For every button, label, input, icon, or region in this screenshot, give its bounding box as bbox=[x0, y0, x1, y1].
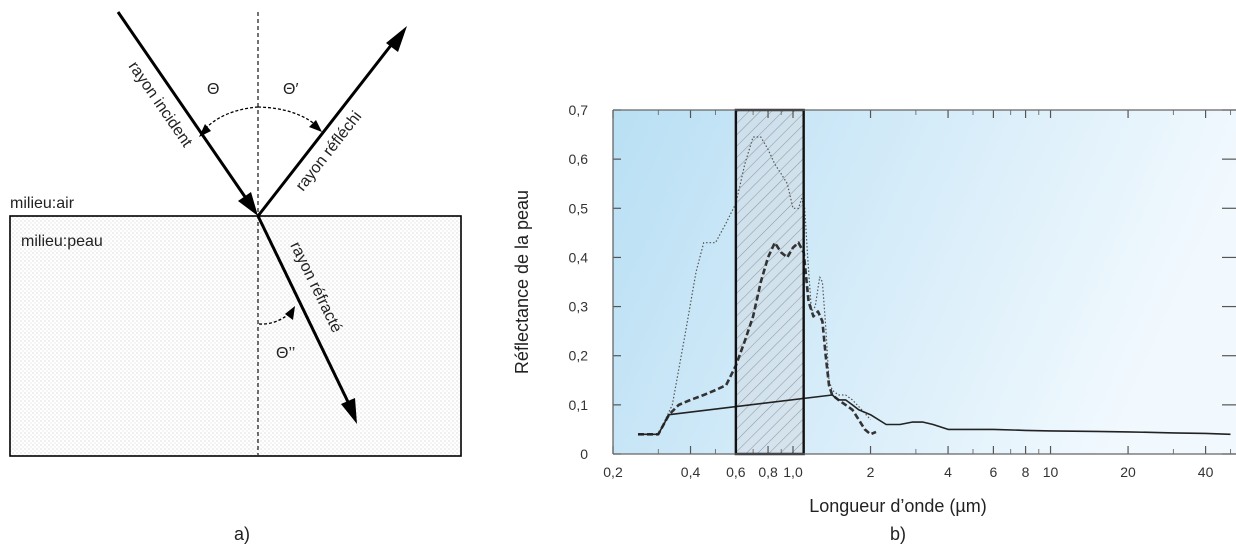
x-tick-label: 8 bbox=[1022, 464, 1030, 480]
y-tick-label: 0,4 bbox=[569, 249, 589, 265]
reflectance-chart: 0,2 0,4 0,6 0,8 1,0 2 4 6 8 10 20 40 0 0,1 0,2 0,3 0,4 0,… bbox=[512, 102, 1236, 544]
skin-medium-block bbox=[9, 215, 462, 457]
tick-labels: 0,2 0,4 0,6 0,8 1,0 2 4 6 8 10 20 40 0 0,1 0,2 0,3 0,4 0,… bbox=[569, 102, 1214, 480]
reflected-angle-arrowhead bbox=[309, 120, 322, 132]
refraction-diagram: milieu:air milieu:peau rayon incident ra… bbox=[9, 11, 462, 544]
y-tick-label: 0 bbox=[580, 446, 588, 462]
y-tick-label: 0,2 bbox=[569, 348, 589, 364]
incident-angle-label: Θ bbox=[207, 81, 219, 98]
y-axis-title: Réflectance de la peau bbox=[512, 190, 532, 374]
highlight-band-layer bbox=[735, 110, 804, 454]
x-tick-label: 1,0 bbox=[783, 464, 803, 480]
x-tick-label: 0,2 bbox=[603, 464, 623, 480]
incident-ray bbox=[116, 11, 254, 208]
reflected-angle-arc bbox=[257, 106, 318, 127]
x-tick-label: 0,6 bbox=[726, 464, 746, 480]
reflected-ray-label: rayon réfléchi bbox=[293, 108, 366, 194]
y-tick-label: 0,1 bbox=[569, 397, 589, 413]
y-tick-label: 0,7 bbox=[569, 102, 589, 118]
y-tick-label: 0,3 bbox=[569, 299, 589, 315]
reflectance-series-solid bbox=[638, 394, 1231, 436]
x-tick-label: 10 bbox=[1043, 464, 1059, 480]
incident-angle-arc bbox=[202, 106, 259, 132]
reflected-ray-arrowhead bbox=[386, 26, 407, 52]
caption-a: a) bbox=[234, 524, 250, 544]
incident-ray-arrowhead bbox=[238, 192, 258, 216]
plot-background bbox=[613, 110, 1236, 454]
reflected-ray bbox=[256, 43, 394, 217]
refracted-angle-label: Θ’’ bbox=[276, 345, 295, 362]
reflected-angle-label: Θ′ bbox=[283, 81, 298, 98]
x-tick-label: 0,4 bbox=[681, 464, 701, 480]
x-tick-label: 2 bbox=[867, 464, 875, 480]
caption-b: b) bbox=[890, 524, 906, 544]
reflectance-series-dashed bbox=[638, 241, 877, 436]
axes bbox=[612, 109, 1236, 455]
refracted-ray-arrowhead bbox=[341, 398, 357, 424]
x-tick-label: 20 bbox=[1120, 464, 1136, 480]
x-tick-label: 0,8 bbox=[758, 464, 778, 480]
refracted-ray bbox=[256, 215, 351, 405]
x-tick-label: 40 bbox=[1198, 464, 1214, 480]
incident-angle-arrowhead bbox=[199, 124, 211, 137]
x-tick-label: 4 bbox=[944, 464, 952, 480]
y-tick-label: 0,6 bbox=[569, 151, 589, 167]
medium-air-label: milieu:air bbox=[10, 195, 75, 212]
refracted-angle-arrowhead bbox=[285, 306, 295, 320]
medium-skin-label: milieu:peau bbox=[21, 233, 103, 250]
y-tick-label: 0,5 bbox=[569, 200, 589, 216]
x-axis-title: Longueur d’onde (µm) bbox=[809, 496, 986, 516]
x-tick-label: 6 bbox=[990, 464, 998, 480]
highlight-band-hatch bbox=[735, 110, 804, 454]
